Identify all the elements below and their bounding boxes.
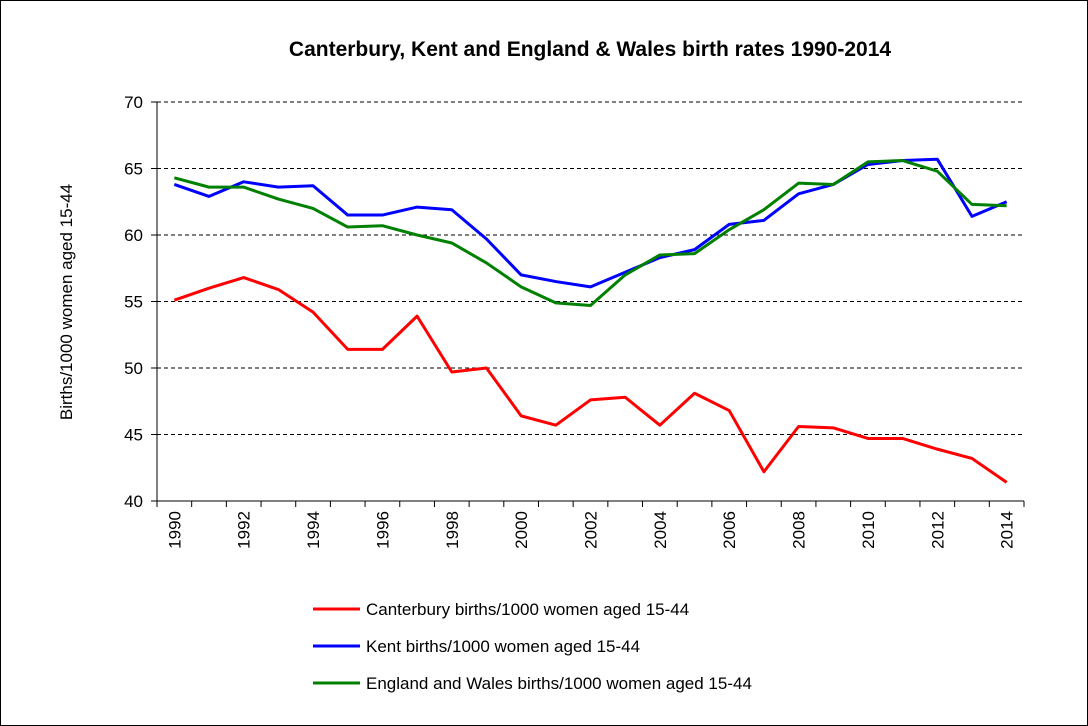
x-tick-label: 2010 bbox=[859, 511, 878, 549]
legend-label: Canterbury births/1000 women aged 15-44 bbox=[366, 600, 689, 619]
y-tick-label: 50 bbox=[124, 359, 143, 378]
x-tick-label: 2008 bbox=[790, 511, 809, 549]
y-tick-label: 60 bbox=[124, 226, 143, 245]
x-tick-label: 1996 bbox=[373, 511, 392, 549]
x-tick-label: 2002 bbox=[582, 511, 601, 549]
chart-title: Canterbury, Kent and England & Wales bir… bbox=[289, 38, 891, 61]
x-tick-label: 2000 bbox=[512, 511, 531, 549]
y-tick-label: 45 bbox=[124, 426, 143, 445]
x-tick-label: 1994 bbox=[304, 511, 323, 549]
y-tick-label: 40 bbox=[124, 492, 143, 511]
y-axis-label: Births/1000 women aged 15-44 bbox=[57, 184, 76, 420]
legend-label: England and Wales births/1000 women aged… bbox=[366, 674, 752, 693]
y-tick-label: 55 bbox=[124, 293, 143, 312]
data-line bbox=[173, 276, 1008, 484]
x-tick-label: 2014 bbox=[998, 511, 1017, 549]
data-line bbox=[173, 159, 1007, 307]
x-tick-label: 2006 bbox=[720, 511, 739, 549]
x-tick-label: 2012 bbox=[928, 511, 947, 549]
x-tick-label: 1998 bbox=[443, 511, 462, 549]
x-tick-label: 2004 bbox=[651, 511, 670, 549]
x-tick-label: 1992 bbox=[235, 511, 254, 549]
x-tick-label: 1990 bbox=[165, 511, 184, 549]
data-line bbox=[173, 157, 1008, 289]
y-tick-label: 65 bbox=[124, 160, 143, 179]
legend-label: Kent births/1000 women aged 15-44 bbox=[366, 637, 640, 656]
y-tick-label: 70 bbox=[124, 93, 143, 112]
